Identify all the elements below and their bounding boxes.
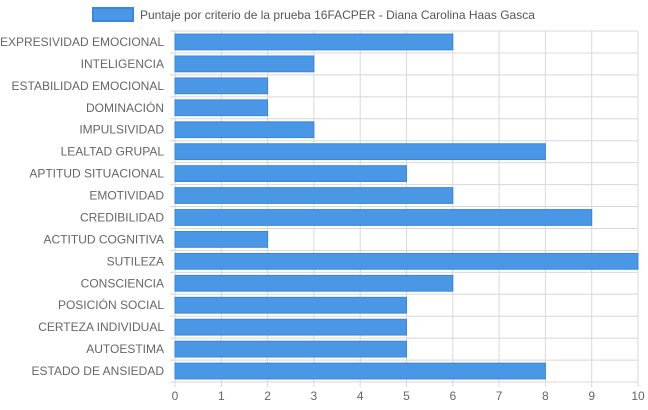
category-label: EXPRESIVIDAD EMOCIONAL (0, 35, 164, 49)
bar[interactable] (174, 340, 407, 358)
bar[interactable] (174, 318, 407, 336)
bar[interactable] (174, 209, 593, 226)
x-axis: 0 1 2 3 4 5 6 7 8 9 10 (172, 389, 645, 403)
bars (174, 33, 639, 380)
x-tick-label: 7 (496, 389, 503, 403)
legend-label: Puntaje por criterio de la prueba 16FACP… (140, 8, 535, 22)
category-labels: EXPRESIVIDAD EMOCIONAL INTELIGENCIA ESTABI… (0, 35, 164, 378)
bar[interactable] (174, 296, 407, 314)
x-tick-label: 5 (403, 389, 410, 403)
bar[interactable] (174, 143, 546, 161)
bar[interactable] (174, 252, 639, 270)
category-label: CONSCIENCIA (81, 276, 164, 290)
category-label: AUTOESTIMA (86, 342, 164, 356)
category-label: LEALTAD GRUPAL (61, 145, 165, 159)
bar[interactable] (174, 77, 269, 95)
legend[interactable]: Puntaje por criterio de la prueba 16FACP… (92, 7, 535, 22)
legend-swatch (92, 7, 134, 22)
bar[interactable] (174, 121, 315, 139)
x-tick-label: 3 (311, 389, 318, 403)
category-label: ESTABILIDAD EMOCIONAL (12, 79, 165, 93)
x-tick-label: 6 (449, 389, 456, 403)
x-tick-label: 2 (264, 389, 271, 403)
category-label: INTELIGENCIA (81, 57, 164, 71)
category-label: SUTILEZA (107, 254, 164, 268)
category-label: IMPULSIVIDAD (79, 123, 164, 137)
x-tick-label: 8 (542, 389, 549, 403)
x-tick-label: 0 (172, 389, 179, 403)
x-tick-label: 10 (631, 389, 645, 403)
category-label: ESTADO DE ANSIEDAD (32, 364, 165, 378)
bar[interactable] (174, 99, 269, 117)
category-label: APTITUD SITUACIONAL (29, 167, 164, 181)
x-tick-label: 1 (218, 389, 225, 403)
bar[interactable] (174, 55, 315, 73)
category-label: CREDIBILIDAD (80, 210, 164, 224)
bar[interactable] (174, 362, 546, 380)
bar[interactable] (174, 274, 454, 292)
x-tick-label: 9 (588, 389, 595, 403)
bar[interactable] (174, 165, 407, 182)
category-label: DOMINACIÓN (86, 100, 164, 115)
grid (170, 30, 639, 387)
x-tick-label: 4 (357, 389, 364, 403)
bar[interactable] (174, 187, 454, 204)
bar[interactable] (174, 33, 454, 51)
category-label: ACTITUD COGNITIVA (44, 232, 164, 246)
bar[interactable] (174, 231, 269, 248)
category-label: EMOTIVIDAD (89, 189, 164, 203)
category-label: CERTEZA INDIVIDUAL (38, 320, 164, 334)
category-label: POSICIÓN SOCIAL (58, 297, 164, 312)
